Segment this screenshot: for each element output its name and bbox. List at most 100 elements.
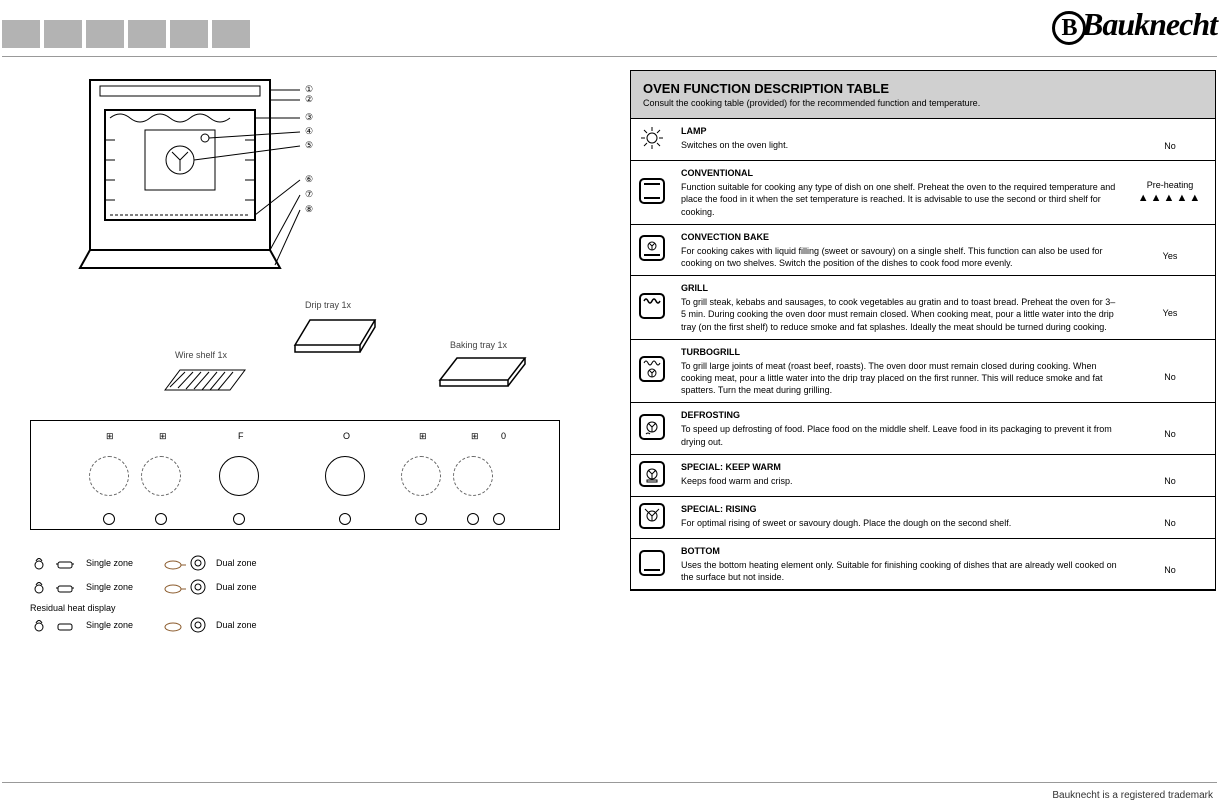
function-title: LAMP [681, 125, 1117, 137]
hob-row: Single zone Dual zone [30, 555, 600, 571]
function-row: TURBOGRILL To grill large joints of meat … [631, 339, 1215, 403]
pan-icon [162, 556, 184, 570]
hob-text: Dual zone [216, 620, 286, 630]
oven-svg [70, 70, 330, 270]
ref-circle [467, 513, 479, 525]
burner-small-icon [30, 556, 48, 570]
function-text-cell: DEFROSTINGTo speed up defrosting of food… [673, 403, 1125, 454]
function-text-cell: SPECIAL: KEEP WARMKeeps food warm and cr… [673, 454, 1125, 496]
callout-2: ② [305, 94, 313, 105]
preheat-cell: Pre-heatingYes [1125, 224, 1215, 275]
hob-knob [141, 456, 181, 496]
function-desc: Switches on the oven light. [681, 140, 788, 150]
hob-row: Single zone Dual zone [30, 617, 600, 633]
table-header: OVEN FUNCTION DESCRIPTION TABLE Consult … [631, 71, 1215, 119]
tab [2, 20, 40, 48]
function-row: GRILLTo grill steak, kebabs and sausages… [631, 276, 1215, 340]
pot-icon [54, 556, 76, 570]
function-icon-cell [631, 339, 673, 403]
tab [86, 20, 124, 48]
label-zero: 0 [501, 431, 506, 441]
brand-text: Bauknecht [1082, 6, 1217, 42]
preheat-value: No [1133, 371, 1207, 383]
thermostat-knob [325, 456, 365, 496]
brand-logo: BBauknecht [1052, 6, 1217, 45]
header-divider [2, 56, 1217, 57]
hob-text: Single zone [86, 582, 156, 592]
callout-4: ④ [305, 126, 313, 137]
function-desc: Keeps food warm and crisp. [681, 476, 793, 486]
accessories: Wire shelf 1x Drip tray 1x Baking tray 1… [30, 280, 600, 390]
preheat-cell: Pre-heatingNo [1125, 454, 1215, 496]
function-title: GRILL [681, 282, 1117, 294]
control-panel: ⊞ ⊞ F O ⊞ ⊞ 0 [30, 420, 560, 530]
function-desc: To grill large joints of meat (roast bee… [681, 361, 1103, 395]
function-row: CONVENTIONALFunction suitable for cookin… [631, 161, 1215, 225]
pot-icon [54, 580, 76, 594]
function-row: BOTTOM Uses the bottom heating element on… [631, 538, 1215, 589]
function-title: BOTTOM [681, 545, 1117, 557]
pan-icon [162, 580, 184, 594]
function-desc: To speed up defrosting of food. Place fo… [681, 424, 1112, 446]
preheat-cell: Pre-heatingNo [1125, 119, 1215, 161]
tab [212, 20, 250, 48]
function-icon-cell [631, 454, 673, 496]
function-title: CONVECTION BAKE [681, 231, 1117, 243]
ref-circle [155, 513, 167, 525]
function-text-cell: CONVECTION BAKEFor cooking cakes with li… [673, 224, 1125, 275]
function-icon-cell [631, 276, 673, 340]
function-text-cell: LAMP Switches on the oven light. [673, 119, 1125, 161]
function-icon-cell [631, 119, 673, 161]
burner-small-icon [30, 618, 48, 632]
callout-7: ⑦ [305, 189, 313, 200]
hob-knob [453, 456, 493, 496]
drip-tray-label: Drip tray 1x [305, 300, 351, 310]
function-icon-cell [631, 538, 673, 589]
function-icon-cell [631, 496, 673, 538]
function-text-cell: CONVENTIONALFunction suitable for cookin… [673, 161, 1125, 225]
hob-legend: Single zone Dual zone Single zone Dual z… [30, 555, 600, 633]
function-icon-cell [631, 224, 673, 275]
function-desc: For optimal rising of sweet or savoury d… [681, 518, 1011, 528]
function-icon-cell [631, 403, 673, 454]
tab [44, 20, 82, 48]
burner-small-icon [30, 580, 48, 594]
hob-text: Single zone [86, 558, 156, 568]
function-text-cell: SPECIAL: RISINGFor optimal rising of swe… [673, 496, 1125, 538]
language-tabs [2, 20, 250, 48]
function-knob [219, 456, 259, 496]
preheat-symbols: ▲▲▲▲▲ [1133, 191, 1207, 206]
preheat-value: Yes [1133, 307, 1207, 319]
footer-divider [2, 782, 1217, 783]
function-text-cell: TURBOGRILL To grill large joints of meat … [673, 339, 1125, 403]
callout-8: ⑧ [305, 204, 313, 215]
tab [128, 20, 166, 48]
callout-5: ⑤ [305, 140, 313, 151]
table-subtitle: Consult the cooking table (provided) for… [643, 98, 1203, 108]
wire-shelf-icon [160, 360, 250, 400]
function-text-cell: GRILLTo grill steak, kebabs and sausages… [673, 276, 1125, 340]
preheat-cell: Pre-heatingNo [1125, 403, 1215, 454]
function-text-cell: BOTTOM Uses the bottom heating element on… [673, 538, 1125, 589]
preheat-cell: Pre-heatingNo [1125, 339, 1215, 403]
preheat-value: No [1133, 564, 1207, 576]
function-row: SPECIAL: KEEP WARMKeeps food warm and cr… [631, 454, 1215, 496]
residual-heat-title: Residual heat display [30, 603, 600, 613]
ref-circle [233, 513, 245, 525]
ref-circle [493, 513, 505, 525]
function-row: LAMP Switches on the oven light. Pre-heati… [631, 119, 1215, 161]
label-F: F [238, 431, 244, 441]
footer-text: Bauknecht is a registered trademark [1052, 790, 1213, 801]
function-desc: Uses the bottom heating element only. Su… [681, 560, 1117, 582]
function-table-panel: OVEN FUNCTION DESCRIPTION TABLE Consult … [630, 70, 1216, 591]
preheat-value: Yes [1133, 250, 1207, 262]
function-icon-cell [631, 161, 673, 225]
dual-zone-icon [190, 579, 206, 595]
hob-knob [89, 456, 129, 496]
function-row: CONVECTION BAKEFor cooking cakes with li… [631, 224, 1215, 275]
function-title: TURBOGRILL [681, 346, 1117, 358]
hob-text: Dual zone [216, 558, 286, 568]
drip-tray-icon [290, 310, 380, 360]
function-row: DEFROSTINGTo speed up defrosting of food… [631, 403, 1215, 454]
header: BBauknecht [0, 0, 1219, 56]
